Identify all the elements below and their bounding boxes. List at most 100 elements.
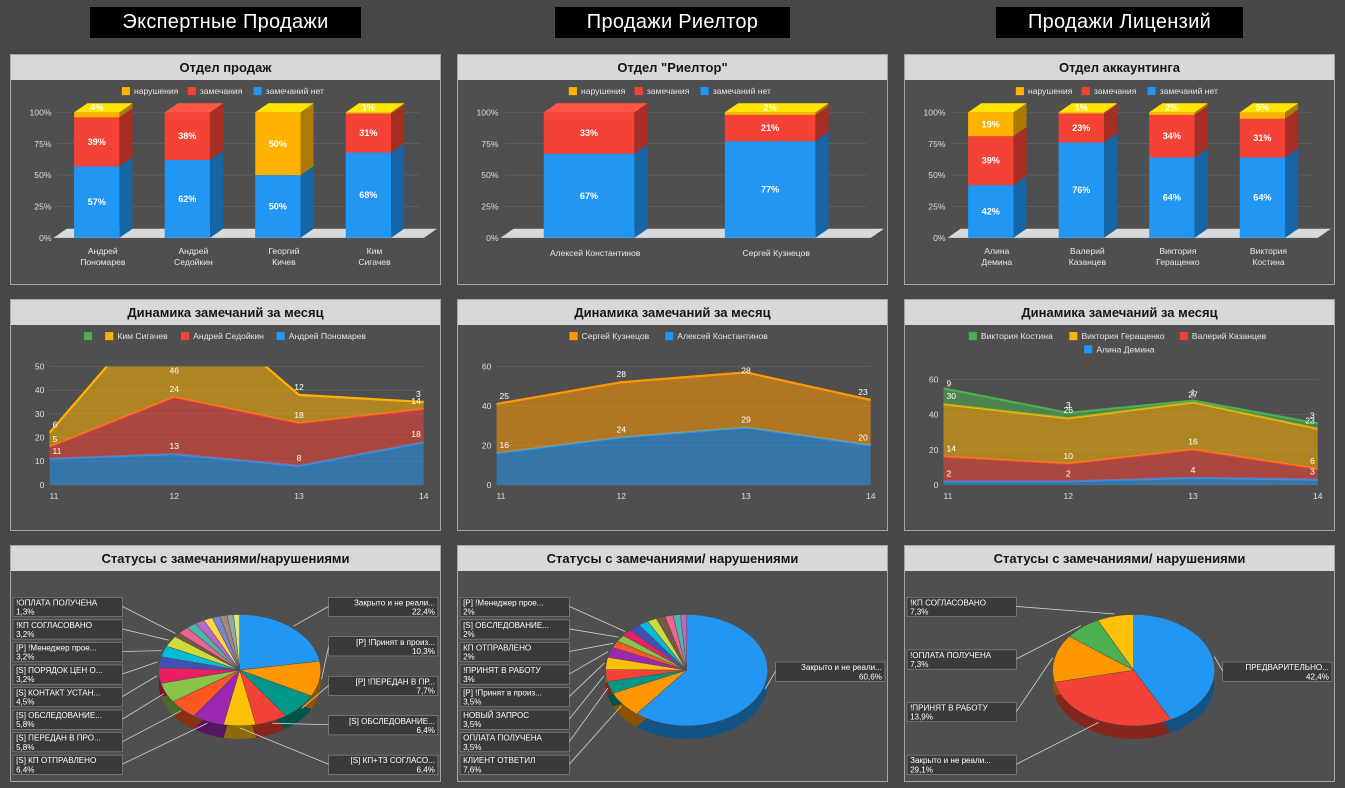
svg-text:4,5%: 4,5% <box>16 697 34 706</box>
svg-text:замечания: замечания <box>200 86 243 96</box>
svg-text:Закрыто и не реали...: Закрыто и не реали... <box>910 756 991 765</box>
monthly-dynamics-area-chart[interactable]: Виктория Костина Виктория Геращенко Валери… <box>905 325 1334 529</box>
svg-text:33%: 33% <box>580 128 598 138</box>
svg-text:2%: 2% <box>1165 102 1178 112</box>
svg-text:8: 8 <box>297 453 302 463</box>
svg-text:20: 20 <box>929 445 939 455</box>
bar-chart-card-expert: Отдел продаж нарушения замечания замечаний… <box>10 54 441 286</box>
svg-text:20: 20 <box>35 433 45 443</box>
chart-title: Отдел аккаунтинга <box>905 55 1334 80</box>
svg-text:30: 30 <box>35 409 45 419</box>
svg-text:10: 10 <box>1063 451 1073 461</box>
svg-text:Алексей Константинов: Алексей Константинов <box>550 248 641 258</box>
svg-text:нарушения: нарушения <box>134 86 179 96</box>
svg-text:20: 20 <box>482 441 492 451</box>
svg-text:2%: 2% <box>764 102 777 112</box>
svg-text:Сигачев: Сигачев <box>358 257 391 267</box>
svg-text:1,3%: 1,3% <box>16 607 34 616</box>
svg-text:13,9%: 13,9% <box>910 712 933 721</box>
svg-text:13: 13 <box>294 491 304 501</box>
svg-text:18: 18 <box>294 411 304 421</box>
statuses-pie-chart[interactable]: [P] !Менеджер прое...2%[S] ОБСЛЕДОВАНИЕ.… <box>458 571 887 781</box>
svg-text:12: 12 <box>1063 491 1073 501</box>
svg-text:Андрей: Андрей <box>178 246 208 256</box>
svg-text:25%: 25% <box>34 202 52 212</box>
chart-title: Статусы с замечаниями/нарушениями <box>11 545 440 571</box>
svg-text:57%: 57% <box>88 197 106 207</box>
svg-text:3,2%: 3,2% <box>16 652 34 661</box>
svg-text:Пономарев: Пономарев <box>80 257 126 267</box>
chart-title: Статусы с замечаниями/ нарушениями <box>905 545 1334 571</box>
svg-text:75%: 75% <box>928 139 946 149</box>
svg-text:11: 11 <box>49 491 58 501</box>
svg-text:[P] !Менеджер прое...: [P] !Менеджер прое... <box>463 598 543 607</box>
svg-text:3,5%: 3,5% <box>463 720 481 729</box>
svg-text:60,6%: 60,6% <box>859 672 882 681</box>
svg-text:50%: 50% <box>481 170 499 180</box>
svg-text:40: 40 <box>35 386 45 396</box>
svg-text:0: 0 <box>487 480 492 490</box>
svg-text:14: 14 <box>946 444 956 454</box>
svg-text:31%: 31% <box>359 128 377 138</box>
svg-text:77%: 77% <box>761 185 779 195</box>
svg-text:замечания: замечания <box>647 86 690 96</box>
svg-text:42,4%: 42,4% <box>1306 672 1329 681</box>
svg-text:10: 10 <box>35 457 45 467</box>
department-stacked-bar-chart[interactable]: нарушения замечания замечаний нет 0% 25% 50% 7… <box>905 80 1334 284</box>
svg-text:[P] !Принят в произ...: [P] !Принят в произ... <box>463 688 542 697</box>
svg-text:[S] ОБСЛЕДОВАНИЕ...: [S] ОБСЛЕДОВАНИЕ... <box>16 711 102 720</box>
svg-text:3,2%: 3,2% <box>16 630 34 639</box>
svg-text:11: 11 <box>943 491 952 501</box>
department-stacked-bar-chart[interactable]: нарушения замечания замечаний нет 0% 25% 50% 7… <box>458 80 887 284</box>
svg-text:2: 2 <box>1066 469 1071 479</box>
svg-text:замечания: замечания <box>1094 86 1137 96</box>
svg-text:6,4%: 6,4% <box>417 726 435 735</box>
pie-chart-card-expert: Статусы с замечаниями/нарушениями !ОПЛАТ… <box>10 544 441 783</box>
svg-text:нарушения: нарушения <box>1028 86 1073 96</box>
svg-text:75%: 75% <box>481 139 499 149</box>
column-header-realtor: Продажи Риелтор <box>457 7 888 38</box>
svg-text:100%: 100% <box>30 107 52 117</box>
monthly-dynamics-area-chart[interactable]: Сергей Кузнецов Алексей Константинов 0 20 40… <box>458 325 887 529</box>
svg-text:Виктория Костина: Виктория Костина <box>981 332 1053 342</box>
bar-chart-card-license: Отдел аккаунтинга нарушения замечания заме… <box>904 54 1335 286</box>
svg-text:3: 3 <box>416 389 421 399</box>
svg-text:28: 28 <box>616 370 626 380</box>
svg-text:Виктория Геращенко: Виктория Геращенко <box>1081 332 1164 342</box>
svg-text:23%: 23% <box>1072 123 1090 133</box>
svg-text:Алина: Алина <box>984 246 1009 256</box>
svg-text:14: 14 <box>419 491 429 501</box>
svg-text:31%: 31% <box>1253 133 1271 143</box>
monthly-dynamics-area-chart[interactable]: Ким Сигачев Андрей Седойкин Андрей Пономар… <box>11 325 440 529</box>
svg-text:30: 30 <box>946 392 956 402</box>
svg-text:25%: 25% <box>928 202 946 212</box>
svg-text:0%: 0% <box>39 233 52 243</box>
svg-text:Виктория: Виктория <box>1250 246 1288 256</box>
svg-text:Костина: Костина <box>1252 257 1285 267</box>
svg-text:11: 11 <box>52 446 61 456</box>
department-stacked-bar-chart[interactable]: нарушения замечания замечаний нет 0% 25% 50% 7… <box>11 80 440 284</box>
svg-text:[S] КП ОТПРАВЛЕНО: [S] КП ОТПРАВЛЕНО <box>16 756 96 765</box>
svg-text:50%: 50% <box>269 139 287 149</box>
svg-text:0%: 0% <box>486 233 499 243</box>
svg-text:3,5%: 3,5% <box>463 743 481 752</box>
svg-text:11: 11 <box>496 491 505 501</box>
svg-text:21%: 21% <box>761 123 779 133</box>
svg-text:60: 60 <box>482 362 492 372</box>
svg-text:6,4%: 6,4% <box>417 765 435 774</box>
column-license-sales: Продажи Лицензий Отдел аккаунтинга наруш… <box>904 6 1335 783</box>
svg-text:Кичев: Кичев <box>272 257 296 267</box>
svg-text:5: 5 <box>52 434 57 444</box>
svg-text:Алина Демина: Алина Демина <box>1096 345 1154 355</box>
svg-text:КП ОТПРАВЛЕНО: КП ОТПРАВЛЕНО <box>463 643 531 652</box>
svg-text:1%: 1% <box>362 102 375 112</box>
svg-text:7,3%: 7,3% <box>910 660 928 669</box>
chart-title: Отдел "Риелтор" <box>458 55 887 80</box>
svg-text:28: 28 <box>741 366 751 376</box>
area-chart-card-realtor: Динамика замечаний за месяц Сергей Кузне… <box>457 299 888 531</box>
svg-text:7,7%: 7,7% <box>417 686 435 695</box>
svg-text:76%: 76% <box>1072 185 1090 195</box>
